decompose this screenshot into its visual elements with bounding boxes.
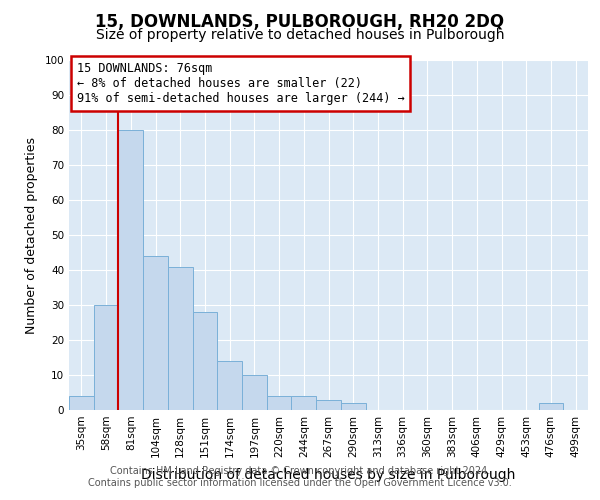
Bar (316, 400, 341, 410)
X-axis label: Distribution of detached houses by size in Pulborough: Distribution of detached houses by size … (142, 468, 515, 482)
Y-axis label: Number of detached properties: Number of detached properties (25, 136, 38, 334)
Bar (69, 396, 94, 410)
Bar (341, 403, 365, 410)
Bar (118, 130, 143, 410)
Bar (267, 396, 292, 410)
Bar (539, 403, 563, 410)
Bar (94, 305, 118, 410)
Bar (242, 375, 267, 410)
Text: 15 DOWNLANDS: 76sqm
← 8% of detached houses are smaller (22)
91% of semi-detache: 15 DOWNLANDS: 76sqm ← 8% of detached hou… (77, 62, 404, 105)
Text: Size of property relative to detached houses in Pulborough: Size of property relative to detached ho… (96, 28, 504, 42)
Text: Contains HM Land Registry data © Crown copyright and database right 2024.
Contai: Contains HM Land Registry data © Crown c… (88, 466, 512, 487)
Bar (292, 396, 316, 410)
Bar (217, 361, 242, 410)
Bar (193, 312, 217, 410)
Bar (168, 266, 193, 410)
Bar (143, 256, 168, 410)
Text: 15, DOWNLANDS, PULBOROUGH, RH20 2DQ: 15, DOWNLANDS, PULBOROUGH, RH20 2DQ (95, 12, 505, 30)
